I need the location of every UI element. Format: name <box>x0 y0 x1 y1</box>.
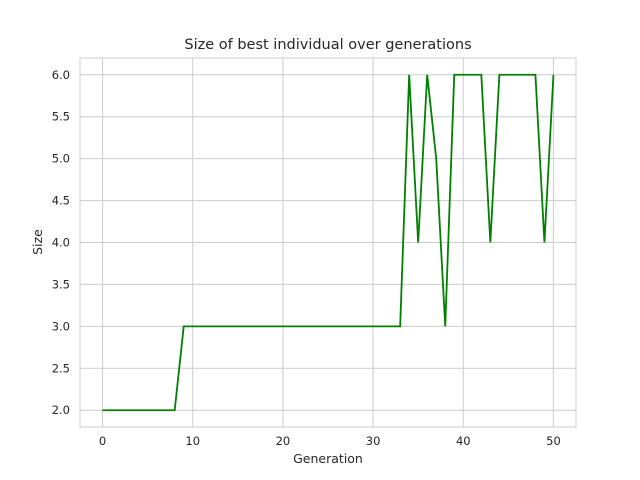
series-layer <box>102 73 555 412</box>
x-tick-label: 30 <box>366 434 381 448</box>
y-tick-label: 5.5 <box>52 110 70 124</box>
x-axis-label: Generation <box>293 451 363 466</box>
x-tick-label: 10 <box>185 434 200 448</box>
y-tick-label: 6.0 <box>52 68 70 82</box>
x-tick-labels: 0 10 20 30 40 50 <box>99 434 561 448</box>
axes-spine <box>79 57 577 428</box>
x-tick-label: 50 <box>546 434 561 448</box>
y-tick-label: 3.5 <box>52 277 70 291</box>
series-line <box>102 73 555 412</box>
x-tick-label: 20 <box>276 434 291 448</box>
y-tick-label: 3.0 <box>52 319 70 333</box>
y-tick-label: 4.5 <box>52 194 70 208</box>
grid <box>80 58 576 427</box>
y-tick-label: 2.0 <box>52 403 70 417</box>
chart-title: Size of best individual over generations <box>184 37 471 53</box>
y-tick-label: 2.5 <box>52 361 70 375</box>
x-tick-label: 0 <box>99 434 106 448</box>
x-tick-label: 40 <box>456 434 471 448</box>
y-axis-label: Size <box>30 229 45 255</box>
y-tick-labels: 2.0 2.5 3.0 3.5 4.0 4.5 5.0 5.5 6.0 <box>52 68 70 417</box>
y-tick-label: 4.0 <box>52 236 70 250</box>
y-tick-label: 5.0 <box>52 152 70 166</box>
axes-frame <box>79 57 577 428</box>
